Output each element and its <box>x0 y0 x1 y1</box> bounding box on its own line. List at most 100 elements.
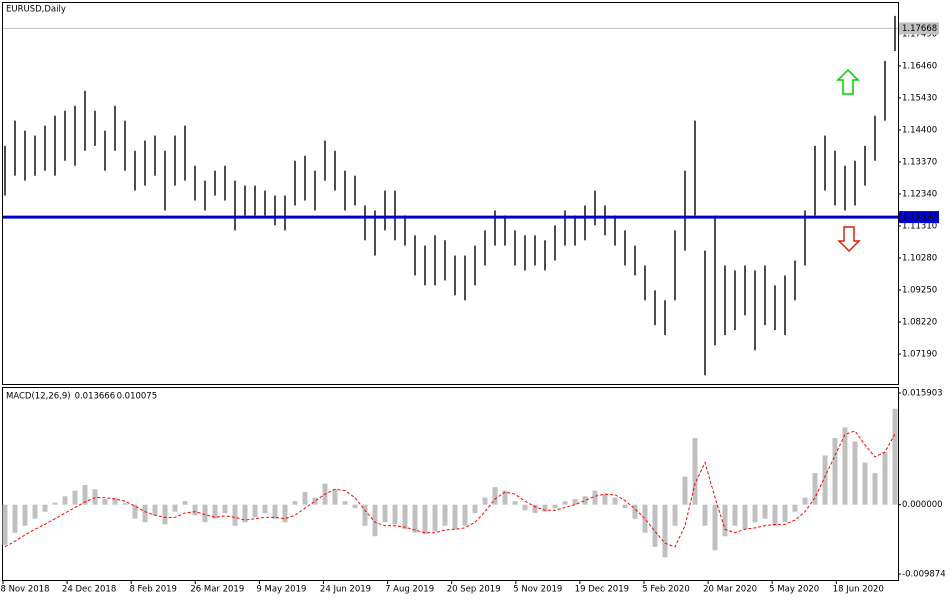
down-arrow <box>837 226 861 253</box>
histogram-bar <box>712 504 718 551</box>
histogram-bar <box>142 504 148 523</box>
histogram-bar <box>112 497 118 505</box>
histogram-bar <box>462 504 468 526</box>
y-tick-label: 1.10280 <box>902 254 937 264</box>
y-tick-label: 0.015903 <box>902 388 943 398</box>
y-tick-label: -0.009874 <box>902 570 946 580</box>
current-price-label: 1.17668 <box>902 24 937 34</box>
y-tick-label: 1.17490 <box>902 29 937 39</box>
histogram-bar <box>672 504 678 526</box>
histogram-bar <box>492 487 498 505</box>
histogram-bar <box>742 504 748 530</box>
y-tick-label: 1.13370 <box>902 157 937 167</box>
histogram-bar <box>262 504 268 514</box>
histogram-bar <box>752 504 758 523</box>
x-tick-label: 8 Nov 2018 <box>0 585 49 595</box>
x-tick-label: 9 May 2019 <box>256 585 306 595</box>
histogram-bar <box>372 504 378 537</box>
histogram-bar <box>22 504 28 526</box>
histogram-bar <box>422 504 428 535</box>
x-tick-label: 18 Jun 2020 <box>833 585 884 595</box>
level-box <box>899 211 939 224</box>
histogram-bar <box>42 504 48 512</box>
histogram-bar <box>52 502 58 505</box>
histogram-bar <box>2 504 8 545</box>
histogram-bar <box>302 492 308 505</box>
level-label: 1.11597 <box>902 213 937 223</box>
x-tick-label: 24 Dec 2018 <box>62 585 116 595</box>
histogram-bar <box>802 497 808 505</box>
histogram-bar <box>552 504 558 509</box>
histogram-bar <box>852 441 858 505</box>
signal-value: 0.010075 <box>117 392 158 402</box>
y-tick-label: 1.11310 <box>902 222 937 232</box>
histogram-bar <box>352 504 358 509</box>
signal-line <box>4 430 896 548</box>
histogram-bar <box>392 504 398 525</box>
x-tick-label: 5 May 2020 <box>769 585 819 595</box>
histogram-bar <box>572 499 578 505</box>
x-tick-label: 26 Mar 2019 <box>190 585 244 595</box>
x-tick-label: 5 Nov 2019 <box>513 585 562 595</box>
histogram-bar <box>282 504 288 523</box>
histogram-bar <box>812 473 818 505</box>
histogram-bar <box>332 489 338 505</box>
y-tick-label: 1.08220 <box>902 318 937 328</box>
histogram-bar <box>432 504 438 532</box>
histogram-bar <box>532 504 538 514</box>
histogram-bar <box>772 504 778 526</box>
histogram-bar <box>402 504 408 530</box>
histogram-bar <box>242 504 248 523</box>
histogram-bar <box>622 504 628 509</box>
histogram-bar <box>822 455 828 505</box>
y-tick-label: 0.000000 <box>902 500 943 510</box>
histogram-bar <box>582 496 588 505</box>
histogram-bar <box>602 494 608 505</box>
histogram-bar <box>642 504 648 533</box>
histogram-bar <box>292 501 298 505</box>
histogram-bar <box>682 476 688 505</box>
x-tick-label: 7 Aug 2019 <box>385 585 434 595</box>
histogram-bar <box>842 427 848 505</box>
histogram-bar <box>12 504 18 533</box>
x-tick-label: 19 Dec 2019 <box>575 585 629 595</box>
y-tick-label: 1.09250 <box>902 286 937 296</box>
up-arrow <box>836 68 860 95</box>
y-tick-label: 1.15430 <box>902 93 937 103</box>
histogram-bar <box>562 501 568 505</box>
histogram-bar <box>192 504 198 516</box>
histogram-bar <box>92 489 98 505</box>
x-tick-label: 5 Feb 2020 <box>642 585 690 595</box>
histogram-bar <box>342 501 348 505</box>
histogram-bar <box>442 504 448 526</box>
histogram-bar <box>172 504 178 512</box>
x-tick-label: 20 Mar 2020 <box>703 585 757 595</box>
histogram-bar <box>872 473 878 505</box>
histogram-bar <box>132 504 138 519</box>
histogram-bar <box>482 497 488 505</box>
histogram-bar <box>312 497 318 505</box>
y-tick-label: 1.12340 <box>902 189 937 199</box>
histogram-bar <box>652 504 658 547</box>
histogram-bar <box>102 499 108 505</box>
histogram-bar <box>832 437 838 505</box>
histogram-bar <box>182 501 188 505</box>
histogram-bar <box>632 504 638 519</box>
y-tick-label: 1.07190 <box>902 350 937 360</box>
histogram-bar <box>162 504 168 525</box>
histogram-bar <box>762 504 768 519</box>
histogram-bar <box>522 504 528 511</box>
histogram-bar <box>612 497 618 505</box>
histogram-bar <box>662 504 668 558</box>
histogram-bar <box>62 496 68 505</box>
histogram-bar <box>82 485 88 505</box>
histogram-bar <box>722 504 728 537</box>
histogram-bar <box>232 504 238 526</box>
histogram-bar <box>542 504 548 512</box>
histogram-bar <box>862 462 868 505</box>
histogram-bar <box>702 504 708 526</box>
histogram-bar <box>782 504 788 523</box>
histogram-bar <box>272 504 278 519</box>
histogram-bar <box>212 504 218 519</box>
